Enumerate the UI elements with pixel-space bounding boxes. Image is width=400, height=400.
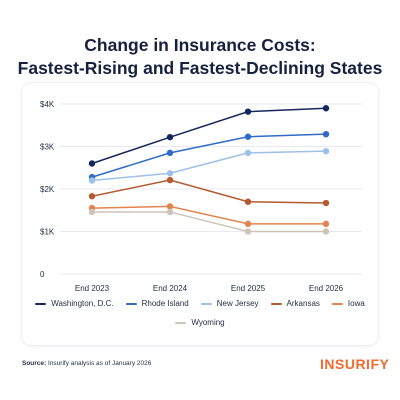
y-tick-label: 0 — [40, 270, 45, 279]
legend-label: Washington, D.C. — [51, 299, 114, 308]
legend-item: Wyoming — [175, 318, 225, 327]
series-line-iowa — [91, 205, 326, 225]
legend-item: Rhode Island — [125, 299, 189, 308]
chart-title: Change in Insurance Costs: Fastest-Risin… — [0, 34, 400, 80]
source-label: Source: — [22, 360, 47, 367]
data-point-arkansas — [166, 176, 174, 184]
data-point-arkansas — [88, 193, 96, 200]
data-point-iowa — [166, 203, 174, 210]
data-point-wyoming — [88, 208, 96, 216]
data-point-new-jersey — [244, 149, 252, 157]
legend-item: Iowa — [331, 299, 365, 308]
data-point-new-jersey — [88, 177, 96, 184]
y-tick-label: $3K — [40, 143, 55, 152]
series-line-rhode-island — [91, 133, 327, 178]
legend-label: Wyoming — [191, 318, 225, 327]
data-point-iowa — [244, 220, 252, 228]
legend-row: Wyoming — [22, 318, 378, 327]
legend-label: New Jersey — [216, 299, 259, 308]
legend-label: Rhode Island — [141, 299, 189, 308]
data-point-arkansas — [244, 198, 252, 205]
data-point-washington-d-c — [166, 133, 174, 141]
legend-swatch — [125, 302, 137, 305]
data-point-rhode-island — [166, 149, 174, 157]
legend-swatch — [331, 302, 343, 305]
legend: Washington, D.C. Rhode Island New Jersey Ar… — [22, 299, 378, 337]
chart-title-line-1: Change in Insurance Costs: — [84, 35, 316, 55]
x-tick-label: End 2026 — [309, 284, 344, 293]
data-point-wyoming — [322, 228, 330, 235]
series-line-wyoming — [92, 211, 326, 233]
source-note: Source: Insurify analysis as of January … — [22, 360, 151, 367]
x-tick-label: End 2025 — [231, 284, 266, 293]
data-point-washington-d-c — [244, 108, 252, 115]
legend-label: Arkansas — [286, 299, 320, 308]
series-line-arkansas — [91, 179, 327, 204]
data-point-wyoming — [166, 208, 174, 216]
y-tick-label: $4K — [40, 100, 55, 109]
insurify-logo: INSURIFY — [320, 356, 390, 372]
legend-item: Washington, D.C. — [35, 299, 114, 308]
data-point-rhode-island — [244, 133, 252, 140]
legend-swatch — [35, 302, 47, 305]
data-point-new-jersey — [166, 170, 174, 177]
data-point-iowa — [322, 220, 330, 228]
y-tick-label: $1K — [40, 228, 55, 237]
data-point-rhode-island — [322, 130, 330, 138]
legend-item: Arkansas — [270, 299, 320, 308]
legend-swatch — [200, 302, 212, 305]
y-tick-label: $2K — [40, 185, 55, 194]
data-point-washington-d-c — [88, 160, 96, 167]
data-point-washington-d-c — [322, 105, 330, 112]
legend-row: Washington, D.C. Rhode Island New Jersey Ar… — [22, 299, 378, 308]
x-tick-label: End 2023 — [75, 284, 110, 293]
series-line-washington-d-c — [91, 107, 327, 165]
source-text: Insurify analysis as of January 2026 — [48, 360, 152, 367]
data-point-wyoming — [244, 228, 252, 235]
legend-swatch — [175, 321, 187, 324]
x-tick-label: End 2024 — [153, 284, 188, 293]
legend-swatch — [270, 302, 282, 305]
chart-title-line-2: Fastest-Rising and Fastest-Declining Sta… — [17, 58, 383, 78]
series-line-new-jersey — [91, 150, 327, 182]
legend-label: Iowa — [347, 299, 365, 308]
data-point-arkansas — [322, 199, 330, 207]
data-point-new-jersey — [322, 147, 330, 155]
legend-item: New Jersey — [200, 299, 259, 308]
